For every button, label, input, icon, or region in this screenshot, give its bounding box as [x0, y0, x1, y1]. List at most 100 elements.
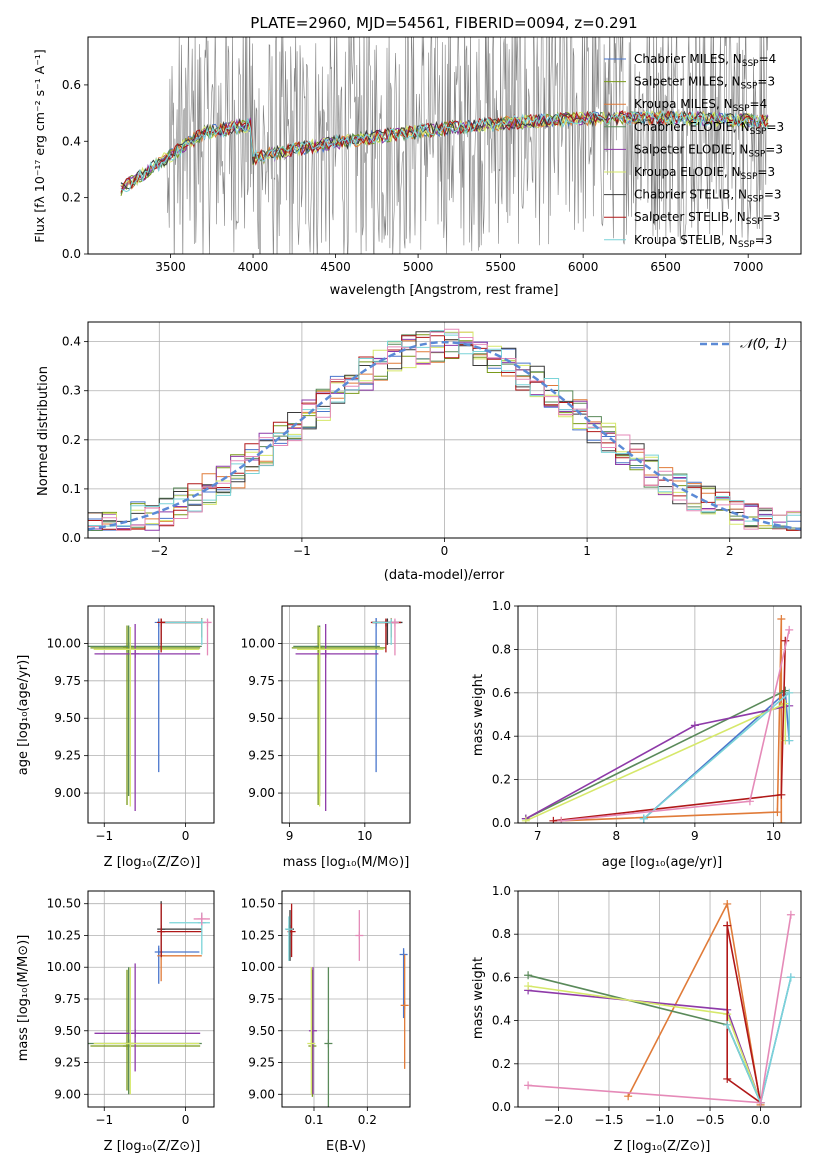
x-tick-label: 0.1 — [304, 1113, 323, 1127]
data-point — [308, 1026, 317, 1035]
y-tick-label: 0.3 — [62, 384, 81, 398]
residuals-ylabel: Normed distribution — [36, 366, 51, 496]
data-point — [315, 645, 324, 654]
weight-marker — [756, 1098, 765, 1107]
residuals-plot-area: −2 −1 0 1 2 0.0 0.1 0.2 0.3 0.4 — [62, 321, 802, 558]
weight-marker — [786, 973, 795, 982]
weight-line — [561, 618, 783, 823]
weight-vs-metallicity-panel: Z [log₁₀(Z/Z⊙)] mass weight −2.0 −1.5 −1.0… — [471, 884, 802, 1154]
y-tick-label: 9.00 — [54, 1087, 81, 1101]
axes-frame — [87, 321, 802, 539]
y-tick-label: 0.6 — [492, 686, 511, 700]
spectrum-xlabel: wavelength [Angstrom, rest frame] — [330, 283, 559, 298]
figure-title: PLATE=2960, MJD=54561, FIBERID=0094, z=0… — [250, 14, 637, 32]
y-tick-label: 9.00 — [54, 786, 81, 800]
y-tick-label: 9.75 — [54, 674, 81, 688]
plot-content — [291, 617, 403, 812]
weight-marker — [777, 819, 786, 823]
weight-vs-age-panel: age [log₁₀(age/yr)] mass weight 7 8 9 10 0.0… — [471, 599, 802, 870]
mass-vs-ebv-panel: E(B-V) 0.1 0.2 9.00 9.25 9.50 9.75 10.00 10.25 1… — [241, 890, 411, 1154]
weight-line — [525, 702, 787, 822]
y-tick-label: 10.50 — [47, 897, 81, 911]
y-tick-label: 9.50 — [54, 711, 81, 725]
y-tick-label: 9.75 — [54, 992, 81, 1006]
weight-marker — [786, 910, 795, 919]
axes-frame — [281, 890, 411, 1108]
p3-xlabel: Z [log₁₀(Z/Z⊙)] — [104, 855, 201, 870]
y-tick-label: 0.6 — [62, 78, 81, 92]
x-tick-label: 9 — [286, 829, 294, 843]
legend-label: Chabrier MILES, NSSP=4 — [634, 52, 776, 69]
legend-label: Kroupa ELODIE, NSSP=3 — [634, 165, 775, 182]
x-tick-label: −1 — [95, 829, 113, 843]
y-tick-label: 9.25 — [54, 1056, 81, 1070]
y-tick-label: 0.2 — [62, 191, 81, 205]
age-vs-mass-panel: mass [log₁₀(M/M⊙)] 9 10 9.00 9.25 9.50 9.75 10… — [241, 605, 411, 870]
legend-label: Chabrier STELIB, NSSP=3 — [634, 188, 782, 205]
x-tick-label: 9 — [691, 829, 699, 843]
weight-marker — [723, 1074, 732, 1083]
x-tick-label: 10 — [766, 829, 781, 843]
y-tick-label: 0.8 — [492, 927, 511, 941]
data-point — [324, 1039, 333, 1048]
y-tick-label: 0.2 — [492, 773, 511, 787]
data-point — [321, 649, 330, 658]
spectrum-plot-area: 3500 4000 4500 5000 5500 6000 6500 7000 0.0 0.2 0.… — [62, 36, 802, 274]
y-tick-label: 0.2 — [62, 433, 81, 447]
y-tick-label: 10.50 — [241, 897, 275, 911]
weight-marker — [549, 816, 558, 823]
data-point — [131, 649, 140, 658]
axes-frame — [281, 605, 411, 824]
y-tick-label: 9.50 — [248, 711, 275, 725]
weight-marker — [639, 814, 648, 823]
p8-ylabel: mass weight — [471, 957, 486, 1039]
x-tick-label: 4000 — [238, 260, 269, 274]
weight-line — [643, 691, 790, 820]
y-tick-label: 1.0 — [492, 599, 511, 613]
residuals-panel: (data-model)/error Normed distribution −… — [36, 321, 802, 583]
x-tick-label: 2 — [726, 544, 734, 558]
y-tick-label: 10.00 — [47, 960, 81, 974]
histogram-step — [88, 330, 801, 529]
x-tick-label: −1 — [95, 1113, 113, 1127]
weight-marker — [557, 816, 566, 823]
x-tick-label: −2.0 — [544, 1113, 573, 1127]
x-tick-label: 0 — [441, 544, 449, 558]
y-tick-label: 10.25 — [241, 928, 275, 942]
plot-content — [88, 617, 212, 812]
y-tick-label: 10.25 — [47, 928, 81, 942]
weight-marker — [524, 1081, 533, 1090]
x-tick-label: 0 — [182, 829, 190, 843]
spectrum-data — [120, 37, 768, 254]
weight-line — [553, 640, 787, 822]
spectrum-ylabel: Flux [fλ 10⁻¹⁷ erg cm⁻² s⁻¹ A⁻¹] — [32, 49, 47, 242]
x-tick-label: −2 — [150, 544, 168, 558]
weight-marker — [524, 971, 533, 980]
y-tick-label: 0.0 — [492, 816, 511, 830]
x-tick-label: 6500 — [650, 260, 681, 274]
x-tick-label: −1.0 — [645, 1113, 674, 1127]
weight-marker — [723, 899, 732, 908]
y-tick-label: 0.0 — [62, 531, 81, 545]
weight-marker — [785, 688, 794, 697]
spectrum-model-line — [120, 110, 769, 193]
weight-line — [726, 925, 762, 1105]
axes-frame — [87, 890, 215, 1108]
plot-content — [120, 37, 769, 254]
plot-content — [521, 615, 794, 823]
p3-ylabel: age [log₁₀(age/yr)] — [16, 655, 31, 776]
data-point — [131, 1029, 140, 1038]
axes-frame — [87, 36, 802, 255]
y-tick-label: 1.0 — [492, 884, 511, 898]
data-point — [157, 618, 166, 627]
x-tick-label: 7000 — [733, 260, 764, 274]
data-point — [126, 645, 135, 654]
x-tick-label: −1 — [293, 544, 311, 558]
weight-marker — [785, 625, 794, 634]
weight-marker — [690, 721, 699, 730]
x-tick-label: 0.0 — [751, 1113, 770, 1127]
weight-line — [525, 689, 786, 820]
p8-xlabel: Z [log₁₀(Z/Z⊙)] — [614, 1139, 711, 1154]
spectrum-model-line — [120, 110, 769, 193]
